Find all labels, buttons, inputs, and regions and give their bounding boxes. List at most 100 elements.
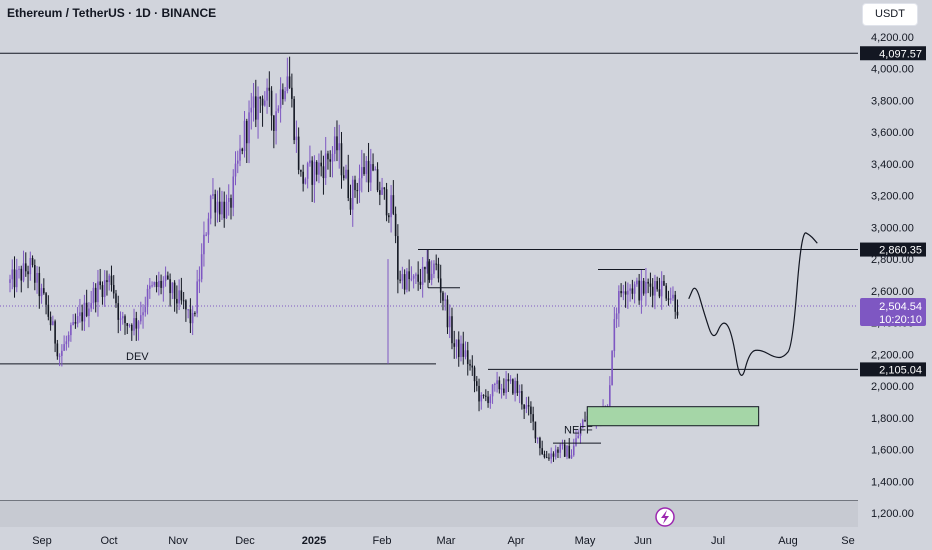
- candle-body: [640, 280, 643, 301]
- candle-body: [311, 160, 313, 185]
- candle-body: [133, 318, 135, 331]
- candle-body: [250, 107, 253, 113]
- time-axis-band: [0, 501, 858, 527]
- candle-body: [76, 316, 79, 324]
- candle-body: [372, 164, 374, 171]
- candle-body: [561, 444, 564, 446]
- x-tick-label: Feb: [373, 535, 392, 547]
- lightning-icon[interactable]: [655, 507, 675, 527]
- candle-body: [480, 394, 483, 402]
- candle-body: [106, 280, 108, 283]
- candle-body: [20, 268, 23, 281]
- candle-body: [313, 161, 316, 185]
- candle-body: [13, 269, 16, 288]
- candle-body: [153, 281, 156, 286]
- candles: [9, 56, 679, 464]
- candle-body: [227, 197, 230, 202]
- candle-body: [505, 379, 507, 393]
- candle-body: [629, 288, 631, 291]
- candle-body: [390, 195, 392, 218]
- candle-body: [496, 380, 498, 384]
- candle-body: [365, 160, 368, 174]
- candle-body: [257, 96, 259, 120]
- candle-body: [410, 278, 413, 280]
- candle-body: [491, 384, 494, 397]
- candle-body: [90, 303, 92, 309]
- candle-body: [99, 281, 101, 286]
- candle-body: [336, 136, 338, 151]
- x-tick-label: Apr: [507, 535, 524, 547]
- x-tick-label: Mar: [437, 535, 456, 547]
- candle-body: [286, 76, 289, 91]
- candle-body: [137, 321, 140, 329]
- candle-body: [651, 286, 654, 296]
- time-axis[interactable]: Sep Oct Nov Dec 2025 Feb Mar Apr May Jun Jul Aug Se: [0, 501, 858, 547]
- level-price-text: 2,105.04: [879, 364, 922, 376]
- candle-body: [139, 315, 142, 322]
- candle-body: [464, 350, 467, 357]
- price-axis[interactable]: 4,200.00 4,000.00 3,800.00 3,600.00 3,400.00…: [871, 32, 914, 520]
- candle-body: [550, 453, 552, 459]
- candle-body: [385, 189, 388, 216]
- candle-body: [207, 218, 210, 235]
- candle-body: [424, 266, 426, 270]
- candle-body: [248, 112, 250, 144]
- candle-body: [178, 290, 180, 304]
- candle-body: [430, 273, 433, 280]
- candle-body: [433, 263, 435, 274]
- candle-body: [331, 153, 334, 162]
- candle-body: [182, 300, 185, 302]
- candle-body: [327, 153, 329, 160]
- candle-body: [130, 324, 133, 331]
- candle-body: [403, 274, 406, 290]
- candle-body: [667, 298, 670, 300]
- candle-body: [444, 299, 447, 301]
- x-tick-label: Nov: [168, 535, 188, 547]
- candle-body: [214, 194, 217, 213]
- candle-body: [638, 280, 640, 301]
- candle-body: [340, 143, 343, 176]
- candle-body: [15, 269, 18, 288]
- candle-body: [180, 290, 183, 301]
- candle-body: [94, 287, 97, 303]
- currency-button[interactable]: USDT: [862, 3, 918, 26]
- candle-body: [509, 379, 512, 382]
- x-tick-label: Oct: [100, 535, 117, 547]
- candle-body: [218, 201, 221, 215]
- candle-body: [191, 312, 194, 324]
- candle-body: [322, 166, 325, 179]
- candle-body: [47, 304, 50, 317]
- candle-body: [620, 291, 622, 294]
- candle-body: [394, 213, 397, 237]
- candle-body: [230, 197, 232, 208]
- candle-body: [212, 194, 214, 196]
- candle-body: [518, 391, 521, 393]
- candle-body: [273, 115, 275, 131]
- x-tick-label: 2025: [302, 535, 326, 547]
- candle-body: [516, 380, 519, 393]
- candle-body: [225, 201, 228, 219]
- candle-body: [552, 453, 555, 457]
- candle-body: [261, 98, 264, 106]
- last-price-countdown: 10:20:10: [879, 314, 922, 326]
- candle-body: [455, 339, 458, 347]
- candle-body: [437, 263, 440, 279]
- candle-body: [243, 120, 246, 152]
- last-price-value: 2,504.54: [879, 301, 922, 313]
- candle-body: [539, 437, 541, 449]
- y-tick-label: 1,400.00: [871, 476, 914, 488]
- candle-body: [408, 271, 410, 280]
- candle-body: [245, 120, 248, 144]
- candle-body: [566, 445, 568, 457]
- candle-body: [65, 341, 68, 345]
- candle-body: [494, 383, 496, 385]
- candle-body: [654, 281, 656, 296]
- level-price-text: 4,097.57: [879, 48, 922, 60]
- level-price-tag: [860, 242, 926, 257]
- candle-body: [306, 163, 309, 179]
- neff-label: NEFF: [564, 425, 593, 437]
- candle-body: [351, 179, 354, 210]
- candle-body: [358, 178, 361, 191]
- candle-body: [40, 288, 43, 297]
